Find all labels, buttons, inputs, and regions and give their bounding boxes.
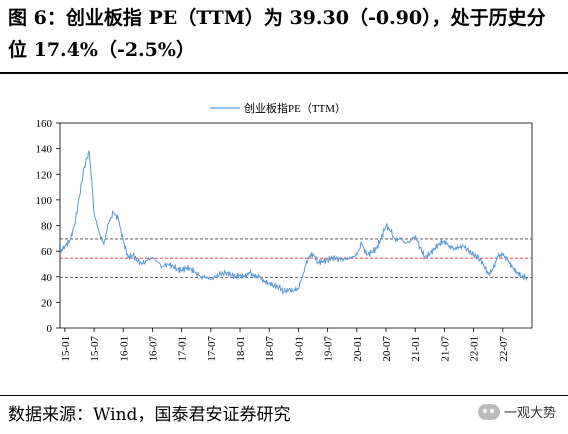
x-tick-label: 22-01 xyxy=(469,336,481,362)
x-tick-label: 16-07 xyxy=(147,336,159,362)
legend-label: 创业板指PE（TTM） xyxy=(244,101,346,115)
x-tick-label: 22-07 xyxy=(498,336,510,362)
pe-line-chart: 0 20 40 60 80 100 120 140 160 15-01 15-07 16-01 16-… xyxy=(36,101,533,362)
x-tick-label: 17-01 xyxy=(177,336,189,362)
x-tick-label: 15-07 xyxy=(89,336,101,362)
x-tick-label: 19-07 xyxy=(323,336,335,362)
title-divider xyxy=(0,72,568,74)
y-tick-label: 140 xyxy=(36,144,53,156)
y-tick-label: 80 xyxy=(41,221,53,233)
x-tick-label: 18-01 xyxy=(235,336,247,362)
watermark-label: 一观大势 xyxy=(503,406,556,421)
y-tick-label: 120 xyxy=(36,169,53,181)
chart-legend: 创业板指PE（TTM） xyxy=(210,101,346,115)
x-tick-label: 21-07 xyxy=(439,336,451,362)
footer-divider xyxy=(0,395,568,396)
x-tick-label: 16-01 xyxy=(118,336,130,362)
watermark: 一观大势 xyxy=(477,402,556,421)
x-tick-label: 21-01 xyxy=(410,336,422,362)
series-line-pe xyxy=(59,150,528,296)
y-tick-label: 20 xyxy=(41,297,53,309)
x-tick-label: 20-01 xyxy=(352,336,364,362)
x-tick-label: 17-07 xyxy=(206,336,218,362)
y-tick-label: 0 xyxy=(47,323,53,335)
y-tick-label: 40 xyxy=(41,272,53,284)
plot-frame xyxy=(59,122,533,329)
y-tick-label: 60 xyxy=(41,246,53,258)
wechat-icon xyxy=(477,403,500,420)
x-tick-label: 18-07 xyxy=(264,336,276,362)
figure-title: 图 6：创业板指 PE（TTM）为 39.30（-0.90），处于历史分位 17… xyxy=(8,7,546,61)
x-tick-label: 15-01 xyxy=(60,336,72,362)
y-tick-label: 100 xyxy=(36,195,53,207)
source-note: 数据来源：Wind，国泰君安证券研究 xyxy=(8,405,291,425)
y-tick-label: 160 xyxy=(36,118,53,130)
x-tick-label: 19-01 xyxy=(293,336,305,362)
x-tick-label: 20-07 xyxy=(381,336,393,362)
